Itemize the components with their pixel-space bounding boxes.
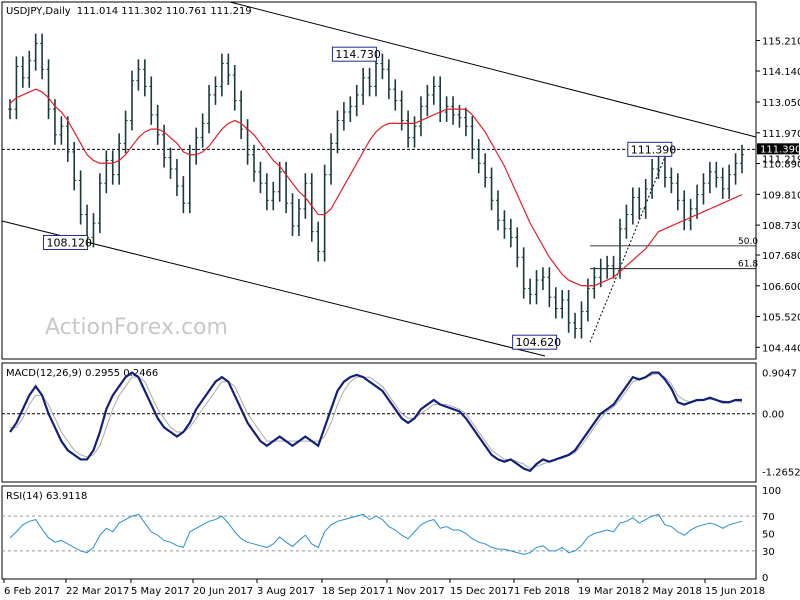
macd-line [9, 371, 742, 473]
annotation-label: 114.730 [335, 48, 381, 61]
x-tick-label: 1 Feb 2018 [514, 586, 570, 597]
price-y-tick-label: 114.140 [762, 67, 800, 78]
annotation-box [627, 141, 673, 157]
x-tick-label: 5 May 2017 [131, 586, 190, 597]
macd-panel [1, 362, 757, 483]
macd-y-tick-label: 0.00 [762, 410, 784, 421]
x-tick-label: 15 Dec 2017 [450, 586, 514, 597]
price-y-tick-label: 104.440 [762, 343, 800, 354]
price-overlays: 50.0 61.8 [1, 1, 758, 357]
x-tick-label: 20 Jun 2017 [193, 586, 253, 597]
macd-y-tick-label: 0.9047 [762, 368, 797, 379]
fib-label-50.0: 50.0 [738, 237, 758, 247]
x-tick-label: 19 Mar 2018 [578, 586, 641, 597]
price-y-tick-label: 115.210 [762, 37, 800, 48]
rsi-line [9, 513, 743, 555]
annotation-box [331, 46, 377, 62]
upper-channel-line [229, 1, 757, 138]
x-tick-label: 3 Aug 2017 [257, 586, 315, 597]
x-axis: 6 Feb 2017 22 Mar 2017 5 May 2017 20 Jun 20… [3, 579, 765, 597]
price-axis: 115.210 114.140 113.050 111.970 110.890 109.8… [756, 37, 800, 354]
rsi-y-tick-label: 70 [762, 512, 775, 523]
price-y-tick-label: 111.970 [762, 129, 800, 140]
annotation-box [512, 334, 558, 350]
x-tick-label: 18 Sep 2017 [322, 586, 385, 597]
annotation-label: 108.120 [46, 236, 91, 249]
price-y-tick-label: 106.600 [762, 282, 800, 293]
price-y-tick-label: 109.810 [762, 190, 800, 201]
price-y-tick-label: 113.050 [762, 98, 800, 109]
price-title: USDJPY,Daily 111.014 111.302 110.761 111.… [6, 6, 252, 17]
current-price-tag [757, 143, 799, 155]
x-tick-label: 2 May 2018 [643, 586, 702, 597]
annotation-label: 104.620 [516, 336, 562, 349]
macd-plot: 0.9047 0.00 -1.2652 [2, 368, 800, 479]
fib-label-61.8: 61.8 [738, 260, 758, 270]
annotation-box [42, 234, 88, 250]
moving-average-line [9, 88, 743, 287]
rsi-y-tick-label: 0 [762, 573, 768, 584]
x-tick-label: 22 Mar 2017 [66, 586, 129, 597]
current-price-2-label: 111.219 [762, 154, 800, 165]
price-y-tick-label: 110.890 [762, 160, 800, 171]
rsi-y-tick-label: 30 [762, 547, 775, 558]
current-price-label: 111.390 [760, 144, 800, 155]
fib-leg-line [589, 149, 669, 343]
rsi-y-tick-label: 100 [762, 486, 781, 497]
x-tick-label: 1 Nov 2017 [387, 586, 445, 597]
macd-y-tick-label: -1.2652 [762, 468, 800, 479]
rsi-y-tick-label: 50 [762, 530, 775, 541]
macd-signal-line [10, 372, 743, 470]
rsi-title: RSI(14) 63.9118 [6, 491, 87, 502]
annotation-label: 111.390 [631, 143, 677, 156]
price-bars: 114.730 108.120 111.390 104.620 [8, 33, 744, 350]
lower-channel-line [1, 220, 546, 357]
macd-title: MACD(12,26,9) 0.2955 0.2466 [6, 368, 158, 379]
price-y-tick-label: 107.680 [762, 251, 800, 262]
watermark: ActionForex.com [45, 315, 228, 340]
rsi-panel [1, 485, 757, 580]
x-tick-label: 6 Feb 2017 [4, 586, 60, 597]
price-panel [1, 1, 757, 360]
x-tick-label: 15 Jun 2018 [705, 586, 765, 597]
price-y-tick-label: 108.730 [762, 221, 800, 232]
price-y-tick-label: 105.520 [762, 313, 800, 324]
rsi-plot: 100 70 50 30 0 [2, 486, 781, 584]
